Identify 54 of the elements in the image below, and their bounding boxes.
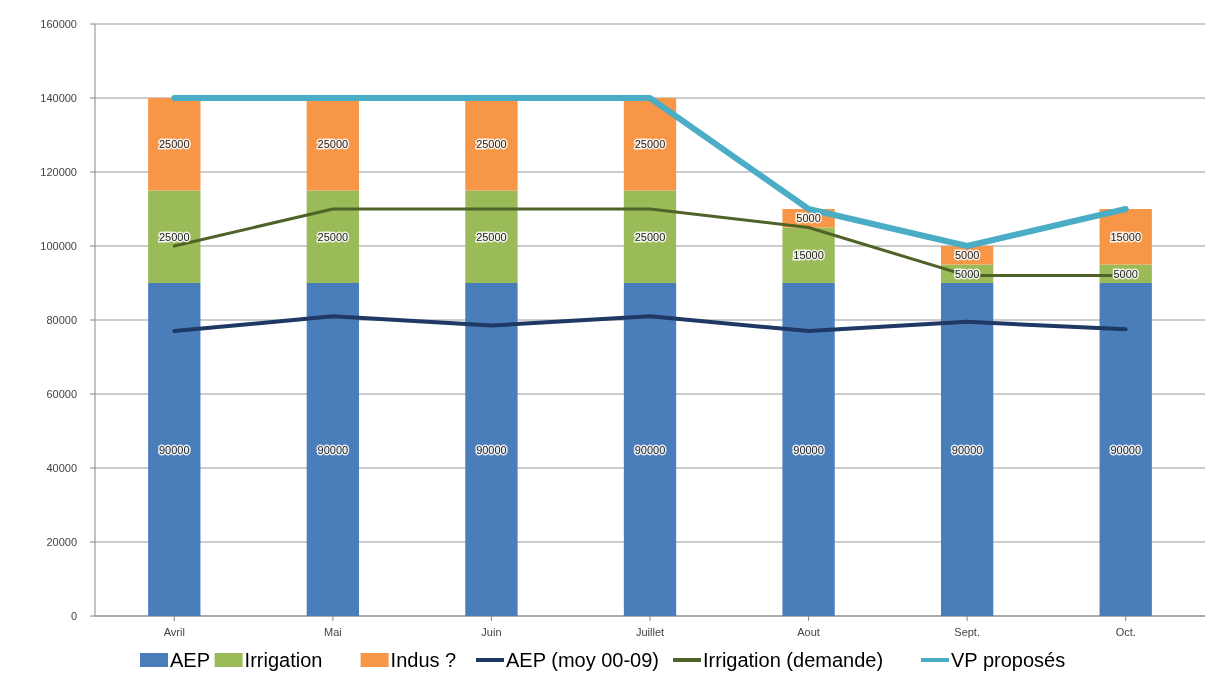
bar [465, 98, 518, 191]
x-tick-label: Avril [163, 626, 185, 638]
bar [1099, 283, 1152, 616]
legend-label: AEP (moy 00-09) [506, 649, 660, 671]
data-label: 25000 [476, 230, 507, 243]
legend-label: Irrigation (demande) [703, 649, 884, 671]
x-tick-label: Oct. [1115, 626, 1136, 638]
legend-label: Indus ? [390, 649, 457, 671]
bar [148, 283, 201, 616]
y-tick-label: 100000 [40, 240, 77, 252]
x-tick-label: Juillet [635, 626, 665, 638]
x-tick-label: Mai [323, 626, 342, 638]
data-label: 25000 [634, 230, 666, 243]
y-tick-label: 0 [70, 610, 77, 622]
legend-label: VP proposés [951, 649, 1066, 671]
data-label: 90000 [317, 443, 349, 456]
data-label: 90000 [476, 443, 507, 456]
y-tick-label: 80000 [46, 314, 77, 326]
data-label: 25000 [158, 138, 190, 151]
data-label: 90000 [793, 443, 824, 456]
y-tick-label: 20000 [46, 536, 77, 548]
data-label: 5000 [954, 249, 980, 262]
data-label: 5000 [954, 267, 980, 280]
data-label: 15000 [793, 249, 824, 262]
bar [940, 283, 994, 616]
bar [465, 190, 518, 283]
y-tick-label: 120000 [40, 166, 77, 178]
bar [782, 283, 835, 616]
x-tick-label: Sept. [954, 626, 980, 638]
legend-label: AEP [170, 649, 211, 671]
data-label: 25000 [317, 138, 349, 151]
legend-label: Irrigation [244, 649, 323, 671]
data-label: 25000 [317, 230, 349, 243]
line-series [172, 314, 1128, 334]
data-label: 5000 [796, 212, 821, 225]
bar [306, 283, 360, 616]
bar [148, 98, 201, 191]
data-label: 90000 [1110, 443, 1142, 456]
data-label: 25000 [476, 138, 507, 151]
x-tick-label: Juin [481, 626, 502, 638]
y-tick-label: 140000 [40, 92, 77, 104]
data-label: 25000 [634, 138, 666, 151]
data-label: 5000 [1113, 267, 1138, 280]
y-tick-label: 160000 [40, 18, 77, 30]
y-tick-label: 60000 [46, 388, 77, 400]
data-label: 90000 [951, 443, 983, 456]
x-tick-label: Aout [797, 626, 820, 638]
data-label: 15000 [1110, 230, 1142, 243]
data-label: 25000 [158, 230, 190, 243]
bar [623, 283, 677, 616]
y-tick-label: 40000 [46, 462, 77, 474]
data-label: 90000 [634, 443, 666, 456]
bar [465, 283, 518, 616]
data-label: 90000 [158, 443, 190, 456]
